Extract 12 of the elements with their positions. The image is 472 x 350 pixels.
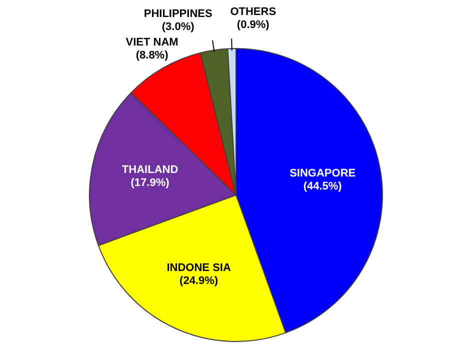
slice-label: VIET NAM	[126, 36, 178, 48]
slice-label: SINGAPORE	[290, 167, 356, 180]
data-label: (44.5%)	[303, 180, 342, 192]
slice-label: THAILAND	[122, 164, 178, 176]
slice-label: INDONE SIA	[166, 262, 231, 274]
slice-label: OTHERS	[230, 6, 276, 18]
data-label: (24.9%)	[180, 275, 218, 288]
data-label: (0.9%)	[236, 19, 270, 32]
data-label: (17.9%)	[130, 177, 170, 190]
data-label: (3.0%)	[162, 20, 195, 33]
data-label: (8.8%)	[136, 49, 169, 62]
slice-label: PHILIPPINES	[144, 8, 212, 20]
